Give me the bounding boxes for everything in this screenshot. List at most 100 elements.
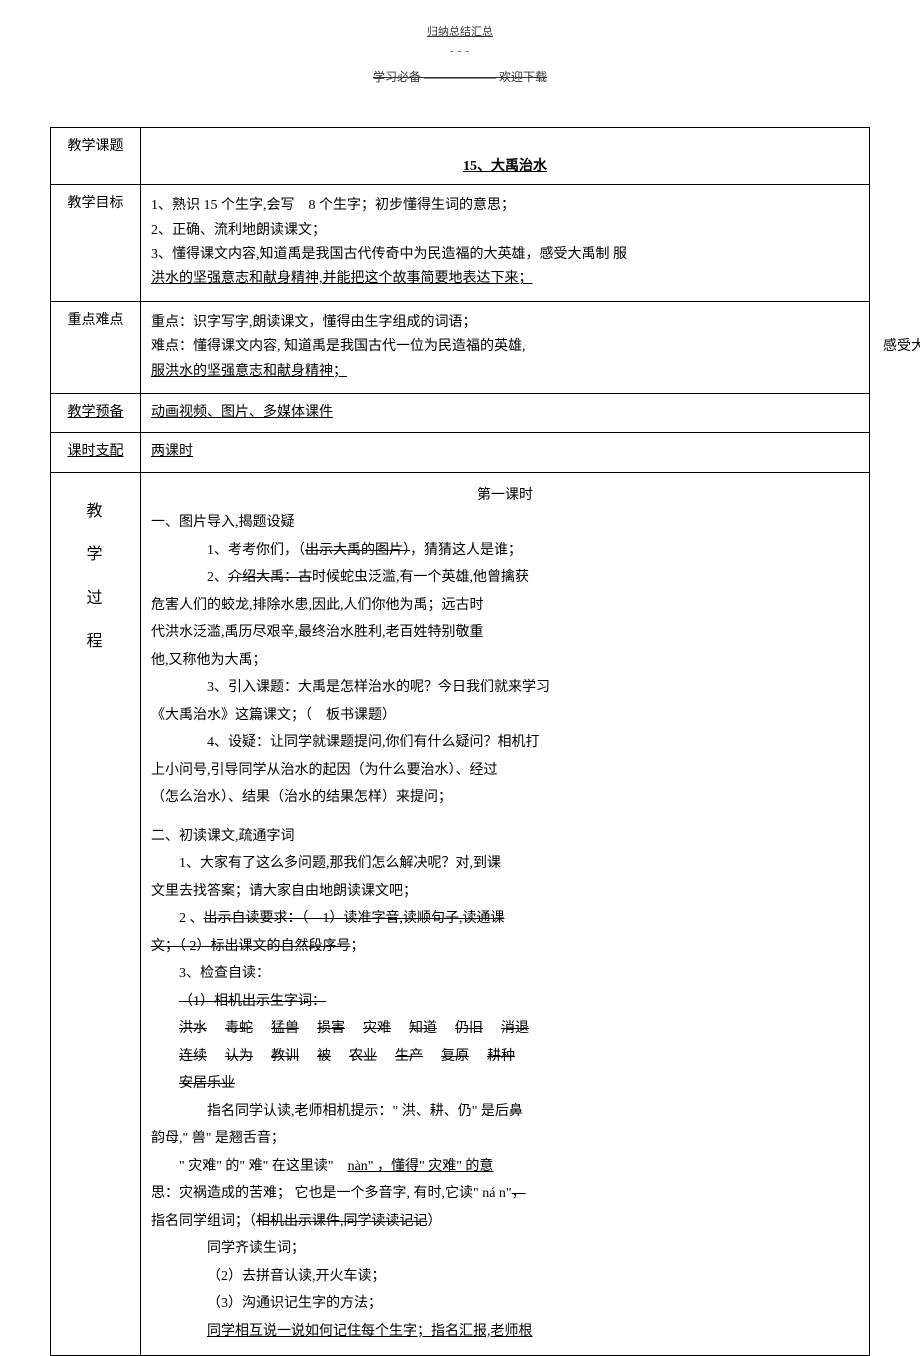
p14: 文；（ 2）标出课文的自然段序号； bbox=[151, 935, 859, 960]
w1h: 消退 bbox=[501, 1021, 529, 1036]
p20: 思：灾祸造成的苦难； 它也是一个多音字, 有时,它读" ná n"， bbox=[151, 1182, 859, 1207]
w1g: 仍旧 bbox=[455, 1021, 483, 1036]
keypoint-3: 服洪水的坚强意志和献身精神； bbox=[151, 361, 859, 383]
row-keypoints: 重点难点 重点：识字写字,朗读课文，懂得由生字组成的词语； 难点：懂得课文内容,… bbox=[51, 301, 870, 393]
proc-char-4: 程 bbox=[61, 629, 130, 655]
w2d: 被 bbox=[317, 1049, 331, 1064]
w2g: 复原 bbox=[441, 1049, 469, 1064]
p14a: 文；（ 2）标出课文的自然段序号 bbox=[151, 939, 351, 954]
p11: 1、大家有了这么多问题,那我们怎么解决呢？对,到课 bbox=[151, 852, 859, 877]
p2a: 2、 bbox=[207, 570, 228, 585]
cell-prep: 动画视频、图片、多媒体课件 bbox=[141, 393, 870, 432]
label-goals: 教学目标 bbox=[51, 185, 141, 302]
lesson-title: 15、大禹治水 bbox=[151, 156, 859, 178]
label-hours: 课时支配 bbox=[51, 433, 141, 472]
label-process: 教 学 过 程 bbox=[51, 472, 141, 1356]
p1b: 出示大禹的图片） bbox=[305, 543, 410, 558]
p2: 2、介绍大禹：古时候蛇虫泛滥,有一个英雄,他曾擒获 bbox=[151, 566, 859, 591]
goal-3: 3、懂得课文内容,知道禹是我国古代传奇中为民造福的大英雄，感受大禹制 服 bbox=[151, 244, 859, 266]
word-row-3: 安居乐业 bbox=[151, 1072, 859, 1097]
heading-2: 二、初读课文,疏通字词 bbox=[151, 825, 859, 850]
p18: 韵母," 兽" 是翘舌音； bbox=[151, 1127, 859, 1152]
p1a: 1、考考你们，（ bbox=[207, 543, 305, 558]
goal-1: 1、熟识 15 个生字,会写 8 个生字；初步懂得生词的意思； bbox=[151, 195, 859, 217]
w2b: 认为 bbox=[225, 1049, 253, 1064]
p13a: 2 、 bbox=[179, 911, 204, 926]
proc-char-2: 学 bbox=[61, 542, 130, 568]
header-dashes: - - - bbox=[0, 44, 920, 60]
p14b: ； bbox=[351, 939, 365, 954]
p5: 他,又称他为大禹； bbox=[151, 649, 859, 674]
w1f: 知道 bbox=[409, 1021, 437, 1036]
row-hours: 课时支配 两课时 bbox=[51, 433, 870, 472]
p7: 《大禹治水》这篇课文；（ 板书课题） bbox=[151, 704, 859, 729]
p21c: ） bbox=[428, 1214, 442, 1229]
p20a: 思：灾祸造成的苦难； 它也是一个多音字, 有时,它读" ná n" bbox=[151, 1186, 512, 1201]
label-topic: 教学课题 bbox=[51, 127, 141, 184]
w2e: 农业 bbox=[349, 1049, 377, 1064]
lesson-plan-table: 教学课题 15、大禹治水 教学目标 1、熟识 15 个生字,会写 8 个生字；初… bbox=[50, 127, 870, 1356]
cell-keypoints: 重点：识字写字,朗读课文，懂得由生字组成的词语； 难点：懂得课文内容, 知道禹是… bbox=[141, 301, 870, 393]
p12: 文里去找答案；请大家自由地朗读课文吧； bbox=[151, 880, 859, 905]
p1c: ，猜猜这人是谁； bbox=[410, 543, 522, 558]
w1a: 洪水 bbox=[179, 1021, 207, 1036]
p8: 4、设疑：让同学就课题提问,你们有什么疑问？相机打 bbox=[151, 731, 859, 756]
w1d: 损害 bbox=[317, 1021, 345, 1036]
w2h: 耕种 bbox=[487, 1049, 515, 1064]
p24: （3）沟通识记生字的方法； bbox=[151, 1292, 859, 1317]
p19b: nàn" ，懂得" 灾难" 的意 bbox=[348, 1159, 494, 1174]
keypoint-2a: 难点：懂得课文内容, 知道禹是我国古代一位为民造福的英雄, bbox=[151, 336, 859, 358]
header-note-2: 学习必备 —————— 欢迎下载 bbox=[0, 68, 920, 87]
p19: " 灾难" 的" 难" 在这里读" nàn" ，懂得" 灾难" 的意 bbox=[151, 1155, 859, 1180]
cell-hours: 两课时 bbox=[141, 433, 870, 472]
word-row-2: 连续 认为 教训 被 农业 生产 复原 耕种 bbox=[151, 1045, 859, 1070]
p1: 1、考考你们，（出示大禹的图片），猜猜这人是谁； bbox=[151, 539, 859, 564]
w1e: 灾难 bbox=[363, 1021, 391, 1036]
cell-goals: 1、熟识 15 个生字,会写 8 个生字；初步懂得生词的意思； 2、正确、流利地… bbox=[141, 185, 870, 302]
w2a: 连续 bbox=[179, 1049, 207, 1064]
cell-topic: 15、大禹治水 bbox=[141, 127, 870, 184]
p21a: 指名同学组词；（ bbox=[151, 1214, 256, 1229]
p13b: 出示自读要求：（ 1）读准字音,读顺句子,读通课 bbox=[204, 911, 505, 926]
keypoint-1: 重点：识字写字,朗读课文，懂得由生字组成的词语； bbox=[151, 312, 859, 334]
w2f: 生产 bbox=[395, 1049, 423, 1064]
p22: 同学齐读生词； bbox=[151, 1237, 859, 1262]
row-process: 教 学 过 程 第一课时 一、图片导入,揭题设疑 1、考考你们，（出示大禹的图片… bbox=[51, 472, 870, 1356]
p21: 指名同学组词；（相机出示课件,同学读读记记） bbox=[151, 1210, 859, 1235]
p13: 2 、出示自读要求：（ 1）读准字音,读顺句子,读通课 bbox=[151, 907, 859, 932]
cell-process: 第一课时 一、图片导入,揭题设疑 1、考考你们，（出示大禹的图片），猜猜这人是谁… bbox=[141, 472, 870, 1356]
proc-char-1: 教 bbox=[61, 499, 130, 525]
w1c: 猛兽 bbox=[271, 1021, 299, 1036]
row-goals: 教学目标 1、熟识 15 个生字,会写 8 个生字；初步懂得生词的意思； 2、正… bbox=[51, 185, 870, 302]
p19a: " 灾难" 的" 难" 在这里读" bbox=[179, 1159, 334, 1174]
p23: （2）去拼音认读,开火车读； bbox=[151, 1265, 859, 1290]
p16: （1）相机出示生字词： bbox=[151, 990, 859, 1015]
p21b: 相机出示课件,同学读读记记 bbox=[256, 1214, 428, 1229]
goal-4: 洪水的坚强意志和献身精神,并能把这个故事简要地表达下来； bbox=[151, 268, 859, 290]
label-keypoints: 重点难点 bbox=[51, 301, 141, 393]
p17: 指名同学认读,老师相机提示：" 洪、耕、仍" 是后鼻 bbox=[151, 1100, 859, 1125]
row-topic: 教学课题 15、大禹治水 bbox=[51, 127, 870, 184]
label-prep: 教学预备 bbox=[51, 393, 141, 432]
section-1-title: 第一课时 bbox=[151, 484, 859, 509]
p2c: 时候蛇虫泛滥,有一个英雄,他曾擒获 bbox=[312, 570, 529, 585]
p2b: 介绍大禹：古 bbox=[228, 570, 312, 585]
proc-char-3: 过 bbox=[61, 586, 130, 612]
w2c: 教训 bbox=[271, 1049, 299, 1064]
p3: 危害人们的蛟龙,排除水患,因此,人们你他为禹；远古时 bbox=[151, 594, 859, 619]
goal-2: 2、正确、流利地朗读课文； bbox=[151, 220, 859, 242]
p4: 代洪水泛滥,禹历尽艰辛,最终治水胜利,老百姓特别敬重 bbox=[151, 621, 859, 646]
w1b: 毒蛇 bbox=[225, 1021, 253, 1036]
page-header: 归纳总结汇总 - - - 学习必备 —————— 欢迎下载 bbox=[0, 0, 920, 87]
keypoint-2b-overflow: 感受大禹制 bbox=[883, 336, 920, 358]
p25: 同学相互说一说如何记住每个生字；指名汇报,老师根 bbox=[151, 1320, 859, 1345]
heading-1: 一、图片导入,揭题设疑 bbox=[151, 511, 859, 536]
p10: （怎么治水）、结果（治水的结果怎样）来提问； bbox=[151, 786, 859, 811]
header-note-1: 归纳总结汇总 bbox=[0, 24, 920, 42]
p15: 3、检查自读： bbox=[151, 962, 859, 987]
p9: 上小问号,引导同学从治水的起因（为什么要治水）、经过 bbox=[151, 759, 859, 784]
word-row-1: 洪水 毒蛇 猛兽 损害 灾难 知道 仍旧 消退 bbox=[151, 1017, 859, 1042]
row-prep: 教学预备 动画视频、图片、多媒体课件 bbox=[51, 393, 870, 432]
p20b: ， bbox=[512, 1186, 526, 1201]
p6: 3、引入课题：大禹是怎样治水的呢？今日我们就来学习 bbox=[151, 676, 859, 701]
